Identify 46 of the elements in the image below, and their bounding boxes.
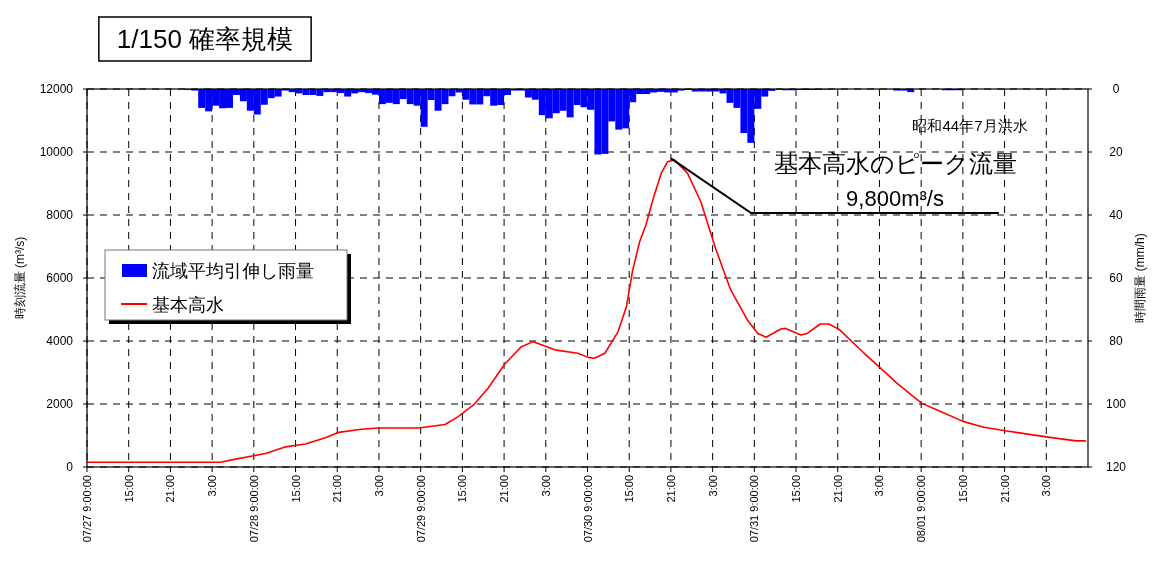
x-tick-label: 15:00	[456, 475, 469, 503]
y2-tick-label: 20	[1109, 145, 1123, 159]
y-tick-label: 8000	[46, 208, 74, 222]
y2-tick-label: 60	[1109, 271, 1123, 285]
x-tick-label: 07/31 9:00:00	[748, 475, 761, 543]
chart-title: 1/150 確率規模	[116, 24, 294, 54]
x-tick-label: 15:00	[623, 475, 636, 503]
x-tick-label: 21:00	[831, 475, 844, 503]
annotation: 昭和44年7月洪水	[912, 117, 1028, 134]
y-tick-label: 4000	[46, 334, 74, 348]
x-tick-label: 3:00	[206, 475, 219, 497]
x-tick-label: 15:00	[289, 475, 302, 503]
legend-label: 流域平均引伸し雨量	[152, 261, 314, 281]
y2-axis-title: 時間雨量 (mm/h)	[1133, 233, 1147, 323]
x-tick-label: 3:00	[1040, 475, 1053, 497]
x-tick-label: 3:00	[706, 475, 719, 497]
y2-tick-label: 120	[1105, 460, 1127, 474]
x-tick-label: 21:00	[498, 475, 511, 503]
y-tick-label: 12000	[39, 82, 74, 96]
x-tick-label: 07/29 9:00:00	[414, 475, 427, 543]
x-tick-label: 15:00	[956, 475, 969, 503]
y2-tick-label: 80	[1109, 334, 1123, 348]
x-tick-label: 21:00	[998, 475, 1011, 503]
y2-tick-label: 0	[1112, 82, 1120, 96]
x-tick-label: 3:00	[539, 475, 552, 497]
x-tick-label: 3:00	[873, 475, 886, 497]
y-tick-label: 0	[66, 460, 74, 474]
x-tick-label: 07/30 9:00:00	[581, 475, 594, 543]
x-tick-label: 21:00	[164, 475, 177, 503]
y2-tick-label: 100	[1105, 397, 1127, 411]
y-tick-label: 2000	[46, 397, 74, 411]
x-tick-label: 08/01 9:00:00	[915, 475, 928, 543]
y-tick-label: 6000	[46, 271, 74, 285]
x-tick-label: 21:00	[331, 475, 344, 503]
annotation: 基本高水のピーク流量	[773, 150, 1017, 177]
x-tick-label: 3:00	[372, 475, 385, 497]
y-tick-label: 10000	[39, 145, 74, 159]
x-tick-label: 15:00	[790, 475, 803, 503]
x-tick-label: 07/28 9:00:00	[247, 475, 260, 543]
x-tick-label: 07/27 9:00:00	[81, 475, 93, 543]
x-tick-label: 15:00	[122, 475, 135, 503]
annotation: 9,800m³/s	[846, 186, 944, 211]
y-axis-title: 時刻流量 (m³/s)	[13, 236, 27, 320]
x-tick-label: 21:00	[664, 475, 677, 503]
y2-tick-label: 40	[1109, 208, 1123, 222]
legend-label: 基本高水	[152, 295, 224, 315]
